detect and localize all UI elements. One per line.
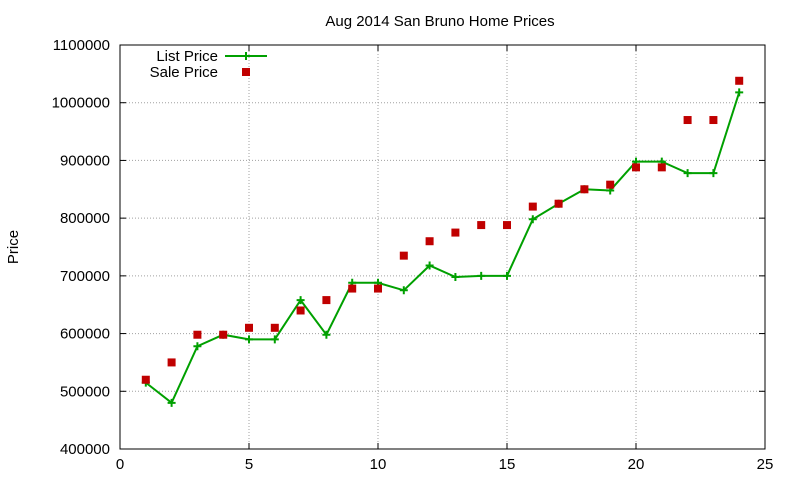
y-tick-label: 700000 [60, 268, 110, 285]
sale-price-point [374, 284, 382, 293]
sale-price-point [322, 296, 331, 305]
sale-price-point [503, 221, 511, 230]
list-price-point [425, 261, 434, 270]
y-tick-label: 800000 [60, 210, 110, 227]
legend-label: Sale Price [150, 64, 218, 81]
list-price-point [528, 215, 537, 224]
sale-price-point [167, 358, 176, 367]
x-tick-label: 25 [757, 456, 774, 473]
sale-price-point [528, 202, 537, 211]
grid-lines [120, 45, 765, 449]
legend-label: List Price [156, 48, 218, 65]
series-list-price [141, 88, 744, 407]
sale-price-point [606, 180, 615, 189]
sale-price-point [580, 185, 589, 194]
list-price-point [322, 330, 331, 339]
y-tick-label: 1100000 [53, 37, 110, 54]
chart-title: Aug 2014 San Bruno Home Prices [325, 13, 554, 30]
list-price-line [145, 92, 741, 405]
sale-price-point [425, 237, 434, 246]
sale-price-point [735, 76, 744, 85]
list-price-point [245, 335, 253, 344]
sale-price-point [141, 375, 150, 384]
sale-price-point [554, 199, 563, 208]
list-price-point [193, 342, 202, 351]
legend-square-swatch [242, 68, 250, 76]
list-price-point [477, 271, 486, 280]
list-price-point [451, 273, 460, 282]
sale-price-point [683, 116, 692, 125]
plot-frame [119, 44, 766, 450]
x-tick-label: 10 [370, 456, 387, 473]
axis-ticks: 0 5 10 15 20 25 400000 500000 600000 700000 800000… [52, 37, 774, 473]
list-price-point [270, 335, 279, 344]
sale-price-point [193, 330, 202, 339]
y-tick-label: 1000000 [52, 95, 110, 112]
y-axis-label: Price [5, 230, 22, 264]
x-tick-label: 5 [245, 456, 253, 473]
list-price-point [167, 398, 176, 407]
sale-price-point [632, 163, 640, 172]
series-layer [141, 76, 744, 407]
sale-price-point [270, 323, 279, 332]
x-tick-label: 15 [499, 456, 516, 473]
list-price-point [735, 88, 744, 97]
list-price-point [296, 296, 305, 305]
x-tick-label: 0 [116, 456, 124, 473]
y-tick-label: 400000 [60, 441, 110, 458]
y-tick-label: 600000 [60, 326, 110, 343]
list-price-point [503, 271, 511, 280]
y-tick-label: 500000 [60, 383, 110, 400]
list-price-point [399, 286, 408, 295]
sale-price-point [219, 330, 228, 339]
sale-price-point [709, 116, 718, 125]
list-price-point [709, 169, 718, 178]
legend-plus-swatch [242, 52, 250, 60]
sale-price-point [477, 221, 486, 230]
series-sale-price [141, 76, 744, 384]
y-tick-label: 900000 [60, 152, 110, 169]
sale-price-point [399, 251, 408, 260]
list-price-point [683, 169, 692, 178]
sale-price-point [348, 284, 357, 293]
sale-price-point [451, 228, 460, 237]
sale-price-point [245, 323, 253, 332]
sale-price-point [657, 163, 666, 172]
x-tick-label: 20 [628, 456, 645, 473]
sale-price-point [296, 306, 305, 315]
